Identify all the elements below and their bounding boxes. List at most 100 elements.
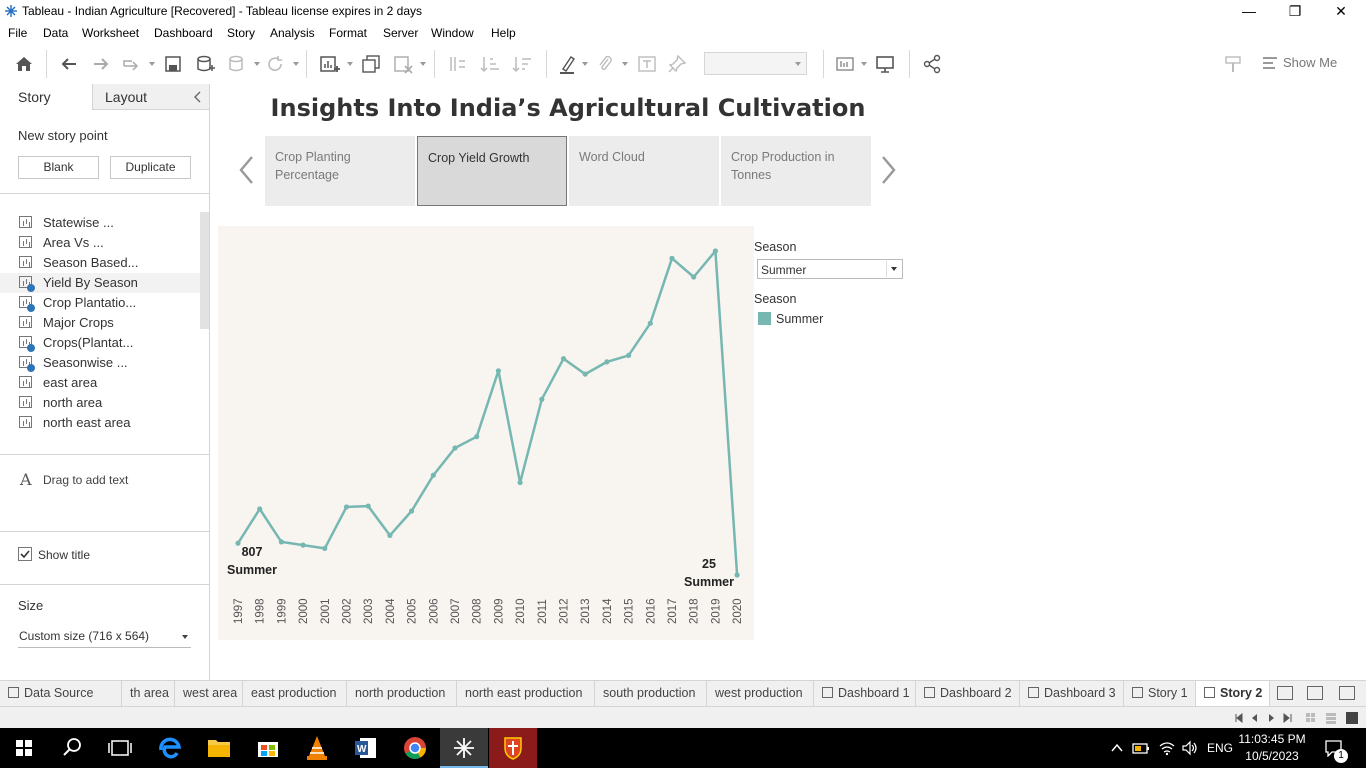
series-line-summer[interactable]: [236, 249, 739, 576]
minimize-button[interactable]: —: [1242, 3, 1256, 19]
task-view-icon[interactable]: [96, 728, 144, 768]
sheet-list-item[interactable]: north area: [0, 393, 200, 413]
tab-story[interactable]: Story: [18, 89, 51, 105]
new-sheet-icon[interactable]: [1277, 686, 1293, 700]
sheet-list-item[interactable]: east area: [0, 373, 200, 393]
size-dropdown[interactable]: Custom size (716 x 564): [18, 626, 191, 648]
data-point[interactable]: [300, 542, 306, 548]
replay-icon[interactable]: [120, 53, 142, 75]
dropdown-caret[interactable]: [254, 62, 260, 66]
show-title-checkbox[interactable]: [18, 547, 32, 561]
menu-worksheet[interactable]: Worksheet: [82, 26, 140, 40]
volume-icon[interactable]: [1181, 740, 1199, 756]
show-me-button[interactable]: Show Me: [1262, 54, 1342, 74]
drag-text-label[interactable]: Drag to add text: [43, 473, 129, 487]
data-point[interactable]: [322, 545, 328, 551]
data-point[interactable]: [474, 434, 480, 440]
menu-window[interactable]: Window: [431, 26, 474, 40]
data-point[interactable]: [387, 532, 393, 538]
data-point[interactable]: [452, 445, 458, 451]
sheet-tab[interactable]: north east production: [457, 681, 595, 707]
sheet-tab[interactable]: Story 1: [1124, 681, 1196, 707]
sheet-list-item[interactable]: Statewise ...: [0, 213, 200, 233]
dropdown-caret[interactable]: [293, 62, 299, 66]
clock-time[interactable]: 11:03:45 PM: [1238, 732, 1306, 746]
sheet-tab[interactable]: south production: [595, 681, 707, 707]
save-icon[interactable]: [162, 53, 184, 75]
view-mode-icons[interactable]: [1304, 711, 1360, 725]
chrome-icon[interactable]: [391, 728, 439, 768]
edge-browser-icon[interactable]: [146, 728, 194, 768]
pin-icon[interactable]: [666, 53, 688, 75]
story-point-word-cloud[interactable]: Word Cloud: [569, 136, 719, 206]
data-point[interactable]: [278, 539, 284, 545]
menu-server[interactable]: Server: [383, 26, 419, 40]
data-point[interactable]: [604, 359, 610, 365]
dropdown-button[interactable]: [886, 261, 902, 277]
sheet-list-item[interactable]: north east area: [0, 413, 200, 433]
blank-button[interactable]: Blank: [18, 156, 99, 179]
tab-layout[interactable]: Layout: [92, 84, 209, 110]
pause-icon[interactable]: [226, 53, 248, 75]
redo-icon[interactable]: [90, 53, 112, 75]
sheet-list-item[interactable]: Seasonwise ...: [0, 353, 200, 373]
dropdown-caret[interactable]: [582, 62, 588, 66]
sheet-tab[interactable]: Dashboard 2: [916, 681, 1020, 707]
menu-dashboard[interactable]: Dashboard: [154, 26, 213, 40]
sheet-list-item[interactable]: Area Vs ...: [0, 233, 200, 253]
dropdown-caret[interactable]: [149, 62, 155, 66]
share-icon[interactable]: [921, 53, 943, 75]
close-button[interactable]: ✕: [1335, 3, 1347, 19]
file-explorer-icon[interactable]: [195, 728, 243, 768]
chevron-up-icon[interactable]: [1110, 741, 1124, 755]
new-worksheet-icon[interactable]: [318, 53, 340, 75]
menu-story[interactable]: Story: [227, 26, 256, 40]
sort-asc-icon[interactable]: [479, 53, 501, 75]
data-point[interactable]: [582, 371, 588, 377]
sheet-tab[interactable]: th area: [122, 681, 175, 707]
data-point[interactable]: [430, 472, 436, 478]
vlc-icon[interactable]: [293, 728, 341, 768]
sheet-tab[interactable]: west production: [707, 681, 814, 707]
clock-date[interactable]: 10/5/2023: [1245, 749, 1299, 763]
battery-icon[interactable]: [1132, 740, 1150, 756]
story-point-crop-planting[interactable]: Crop Planting Percentage: [265, 136, 415, 206]
sheet-tab[interactable]: north production: [347, 681, 457, 707]
word-icon[interactable]: W: [342, 728, 390, 768]
text-icon[interactable]: [636, 53, 658, 75]
fit-dropdown[interactable]: [704, 52, 807, 75]
sheet-list-item[interactable]: Crops(Plantat...: [0, 333, 200, 353]
dropdown-caret[interactable]: [347, 62, 353, 66]
sheet-tab[interactable]: Story 2: [1196, 681, 1270, 707]
duplicate-button[interactable]: Duplicate: [110, 156, 191, 179]
data-point[interactable]: [409, 508, 415, 514]
sheet-tab[interactable]: Dashboard 3: [1020, 681, 1124, 707]
highlight-icon[interactable]: [557, 53, 579, 75]
format-painter-icon[interactable]: [1222, 53, 1244, 75]
new-sheet-icon[interactable]: [1307, 686, 1323, 700]
sheet-list-item[interactable]: Crop Plantatio...: [0, 293, 200, 313]
sheet-tab[interactable]: east production: [243, 681, 347, 707]
annotate-icon[interactable]: [594, 53, 616, 75]
data-point[interactable]: [495, 368, 501, 374]
duplicate-icon[interactable]: [360, 53, 382, 75]
notifications-icon[interactable]: [1324, 739, 1344, 757]
refresh-icon[interactable]: [264, 53, 286, 75]
data-point[interactable]: [626, 352, 632, 359]
sheet-list-item[interactable]: Yield By Season: [0, 273, 200, 293]
menu-format[interactable]: Format: [329, 26, 368, 40]
swap-icon[interactable]: [446, 53, 468, 75]
data-point[interactable]: [517, 479, 523, 486]
menu-file[interactable]: File: [8, 26, 28, 40]
scrollbar-thumb[interactable]: [200, 212, 209, 329]
previous-point-arrow-icon[interactable]: [235, 152, 259, 188]
dropdown-caret[interactable]: [420, 62, 426, 66]
data-point[interactable]: [235, 540, 241, 546]
sheet-tab[interactable]: Dashboard 1: [814, 681, 916, 707]
presentation-icon[interactable]: [874, 53, 896, 75]
dropdown-caret[interactable]: [861, 62, 867, 66]
show-cards-icon[interactable]: [834, 53, 856, 75]
collapse-pane-icon[interactable]: [193, 91, 203, 103]
menu-help[interactable]: Help: [491, 26, 516, 40]
windows-start-icon[interactable]: [0, 728, 48, 768]
